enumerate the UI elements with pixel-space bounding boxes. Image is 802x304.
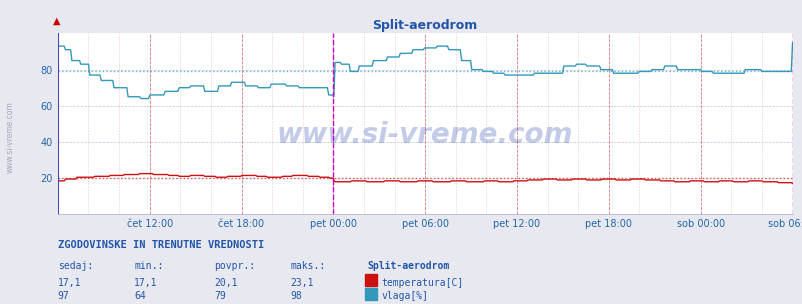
Text: 98: 98	[290, 292, 302, 302]
Text: povpr.:: povpr.:	[214, 261, 255, 271]
Text: sedaj:: sedaj:	[58, 261, 93, 271]
Text: www.si-vreme.com: www.si-vreme.com	[277, 121, 573, 149]
Text: 20,1: 20,1	[214, 278, 237, 288]
Text: 79: 79	[214, 292, 226, 302]
Text: 64: 64	[134, 292, 146, 302]
Text: maks.:: maks.:	[290, 261, 326, 271]
Text: Split-aerodrom: Split-aerodrom	[367, 261, 448, 271]
Text: 17,1: 17,1	[134, 278, 157, 288]
Text: vlaga[%]: vlaga[%]	[381, 292, 428, 302]
Text: www.si-vreme.com: www.si-vreme.com	[6, 101, 15, 173]
Text: 17,1: 17,1	[58, 278, 81, 288]
Text: ▲: ▲	[53, 16, 61, 26]
Text: temperatura[C]: temperatura[C]	[381, 278, 463, 288]
Text: 23,1: 23,1	[290, 278, 314, 288]
Text: ZGODOVINSKE IN TRENUTNE VREDNOSTI: ZGODOVINSKE IN TRENUTNE VREDNOSTI	[58, 240, 264, 250]
Title: Split-aerodrom: Split-aerodrom	[372, 19, 477, 32]
Text: 97: 97	[58, 292, 70, 302]
Text: min.:: min.:	[134, 261, 164, 271]
